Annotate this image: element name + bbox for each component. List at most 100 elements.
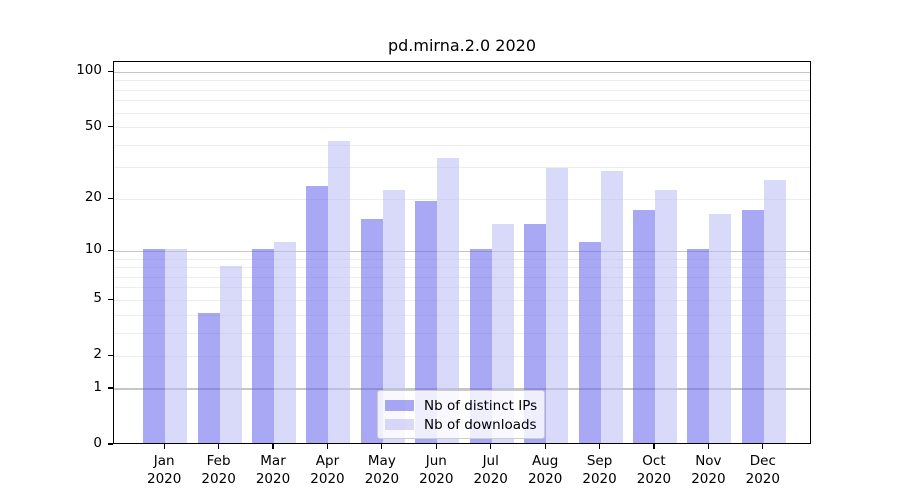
y-tick (108, 197, 113, 199)
y-tick-label: 10 (84, 241, 102, 258)
x-tick-month: Apr (315, 453, 340, 469)
major-gridline (114, 250, 810, 253)
y-tick (108, 443, 113, 445)
x-tick-label-nov: Nov 2020 (680, 453, 736, 488)
x-tick-year: 2020 (473, 470, 508, 487)
minor-gridline (114, 127, 810, 129)
y-tick-label: 2 (93, 346, 102, 363)
chart-title: pd.mirna.2.0 2020 (387, 36, 536, 55)
x-tick-month: Dec (749, 453, 776, 469)
y-tick (108, 249, 113, 252)
x-tick-label-may: May 2020 (354, 453, 410, 488)
bar-nb-of-downloads-dec (763, 180, 786, 443)
minor-gridline (114, 299, 810, 301)
x-tick (163, 444, 165, 449)
minor-gridline (114, 258, 810, 260)
y-tick (108, 387, 113, 389)
major-gridline (114, 71, 810, 74)
bar-nb-of-distinct-ips-nov (687, 249, 710, 443)
legend-item: Nb of downloads (385, 415, 537, 434)
x-tick-label-jul: Jul 2020 (463, 453, 519, 488)
y-tick-label: 1 (93, 379, 102, 396)
bar-nb-of-downloads-aug (546, 168, 569, 443)
y-tick-label: 50 (84, 117, 102, 134)
x-tick-label-feb: Feb 2020 (191, 453, 247, 488)
bar-nb-of-distinct-ips-apr (306, 186, 329, 443)
x-tick-year: 2020 (310, 470, 345, 487)
minor-gridline (114, 100, 810, 102)
bar-nb-of-downloads-feb (219, 265, 242, 443)
x-tick-month: Jul (482, 453, 499, 469)
y-tick (108, 298, 113, 300)
x-tick (707, 444, 709, 449)
x-tick-label-mar: Mar 2020 (245, 453, 301, 488)
x-tick-month: Oct (642, 453, 666, 469)
legend-swatch (385, 400, 414, 411)
minor-gridline (114, 276, 810, 278)
x-tick-label-apr: Apr 2020 (299, 453, 355, 488)
y-tick (108, 70, 113, 73)
x-tick (653, 444, 655, 449)
bar-nb-of-distinct-ips-jun (415, 201, 438, 443)
minor-gridline (114, 198, 810, 200)
x-tick-label-oct: Oct 2020 (626, 453, 682, 488)
x-tick (598, 444, 601, 449)
bar-nb-of-downloads-jun (437, 158, 460, 443)
x-tick-month: Jan (153, 453, 175, 469)
minor-gridline (114, 267, 810, 269)
x-tick (381, 444, 383, 449)
minor-gridline (114, 89, 810, 91)
bar-nb-of-distinct-ips-mar (252, 249, 275, 443)
bar-nb-of-downloads-nov (709, 214, 732, 443)
x-tick-year: 2020 (745, 470, 780, 487)
x-tick (272, 444, 274, 449)
y-tick-label: 100 (76, 62, 102, 79)
y-tick-label: 20 (84, 189, 102, 206)
bar-nb-of-downloads-jul (491, 224, 514, 443)
x-tick-label-sep: Sep 2020 (572, 453, 628, 488)
minor-gridline (114, 167, 810, 169)
legend-label: Nb of downloads (424, 416, 537, 433)
bar-nb-of-downloads-mar (274, 242, 297, 443)
bar-nb-of-distinct-ips-dec (741, 209, 764, 443)
legend-item: Nb of distinct IPs (385, 396, 538, 415)
major-gridline (114, 388, 810, 390)
bar-nb-of-distinct-ips-oct (632, 209, 655, 443)
minor-gridline (114, 80, 810, 82)
x-tick-year: 2020 (636, 470, 672, 487)
x-tick-month: Nov (695, 453, 722, 469)
bar-nb-of-downloads-sep (600, 171, 623, 443)
minor-gridline (114, 144, 810, 146)
x-tick-month: Feb (206, 453, 231, 469)
bar-nb-of-downloads-jan (165, 249, 188, 443)
x-tick-label-jan: Jan 2020 (136, 453, 192, 488)
minor-gridline (114, 287, 810, 289)
x-tick-year: 2020 (419, 470, 454, 487)
x-tick-year: 2020 (527, 470, 563, 487)
legend-swatch (385, 419, 414, 430)
legend-label: Nb of distinct IPs (424, 397, 538, 414)
x-tick-year: 2020 (255, 470, 291, 487)
bar-nb-of-distinct-ips-aug (524, 224, 547, 443)
x-tick-month: Mar (260, 453, 286, 469)
x-tick (490, 444, 492, 449)
x-tick-month: May (367, 453, 396, 469)
y-tick (108, 126, 113, 128)
legend: Nb of distinct IPs Nb of downloads (377, 390, 545, 439)
x-tick-year: 2020 (201, 470, 236, 487)
x-tick-year: 2020 (147, 470, 182, 487)
x-tick (762, 444, 764, 449)
x-tick-month: Sep (586, 453, 613, 469)
minor-gridline (114, 332, 810, 334)
x-tick-year: 2020 (364, 470, 400, 487)
x-tick-year: 2020 (691, 470, 726, 487)
y-tick-label: 0 (93, 435, 102, 451)
minor-gridline (114, 355, 810, 357)
x-tick-label-dec: Dec 2020 (735, 453, 791, 488)
x-tick-label-jun: Jun 2020 (408, 453, 464, 488)
bar-nb-of-downloads-apr (328, 141, 351, 443)
x-tick-month: Aug (531, 453, 559, 469)
x-tick (326, 444, 329, 449)
x-tick (544, 444, 546, 449)
